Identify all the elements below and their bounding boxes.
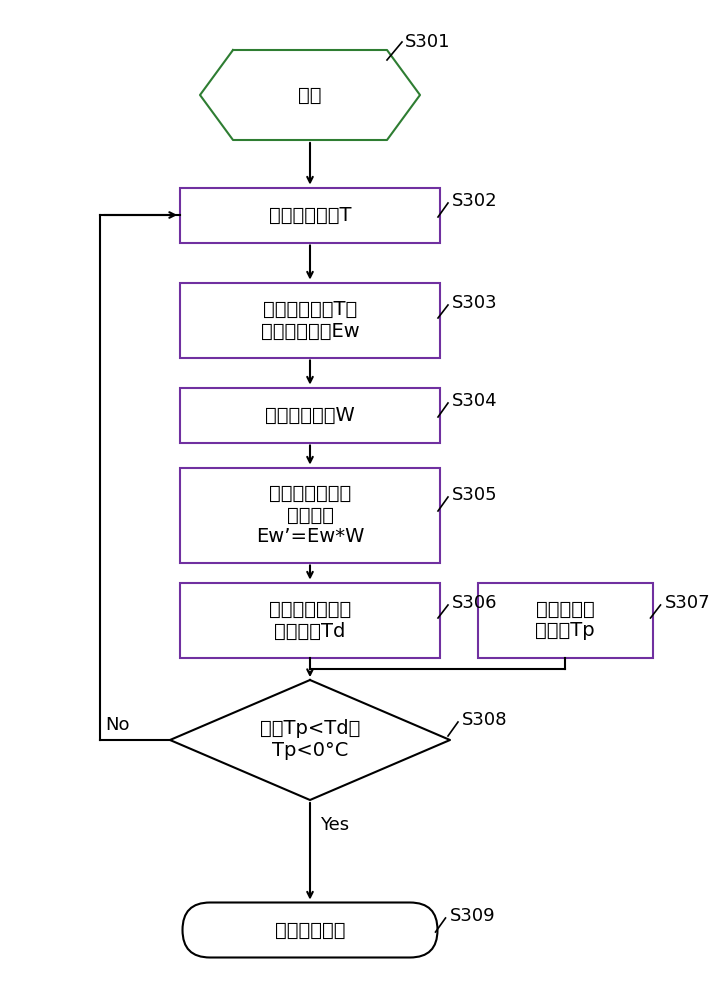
Text: 计算该环境下的
露点温度Td: 计算该环境下的 露点温度Td [269, 599, 351, 641]
Text: S306: S306 [452, 594, 498, 612]
Text: Yes: Yes [320, 816, 349, 834]
Text: 开始: 开始 [299, 86, 321, 104]
Text: 采样环境温度T: 采样环境温度T [268, 206, 352, 225]
FancyBboxPatch shape [183, 902, 437, 958]
Text: S305: S305 [452, 486, 498, 504]
Polygon shape [200, 50, 420, 140]
Text: 判断Tp<Td且
Tp<0°C: 判断Tp<Td且 Tp<0°C [260, 720, 360, 760]
FancyBboxPatch shape [180, 468, 440, 562]
Text: S304: S304 [452, 392, 498, 410]
Polygon shape [170, 680, 450, 800]
FancyBboxPatch shape [180, 188, 440, 242]
FancyBboxPatch shape [180, 582, 440, 658]
FancyBboxPatch shape [180, 387, 440, 442]
Text: S307: S307 [664, 594, 710, 612]
Text: 计算环境温度T下
的饱和水汽压Ew: 计算环境温度T下 的饱和水汽压Ew [261, 300, 359, 340]
Text: No: No [105, 716, 130, 734]
FancyBboxPatch shape [478, 582, 652, 658]
FancyBboxPatch shape [180, 282, 440, 358]
Text: 执行反吹系统: 执行反吹系统 [275, 920, 345, 940]
Text: S308: S308 [462, 711, 508, 729]
Text: 采样环境湿度W: 采样环境湿度W [265, 406, 355, 424]
Text: S309: S309 [450, 907, 495, 925]
Text: S301: S301 [405, 33, 450, 51]
Text: 计算环境温度下
的水汽压
Ew’=Ew*W: 计算环境温度下 的水汽压 Ew’=Ew*W [256, 484, 364, 546]
Text: 采样进气滤
芯壁温Tp: 采样进气滤 芯壁温Tp [535, 599, 595, 641]
Text: S302: S302 [452, 192, 498, 210]
Text: S303: S303 [452, 294, 498, 312]
